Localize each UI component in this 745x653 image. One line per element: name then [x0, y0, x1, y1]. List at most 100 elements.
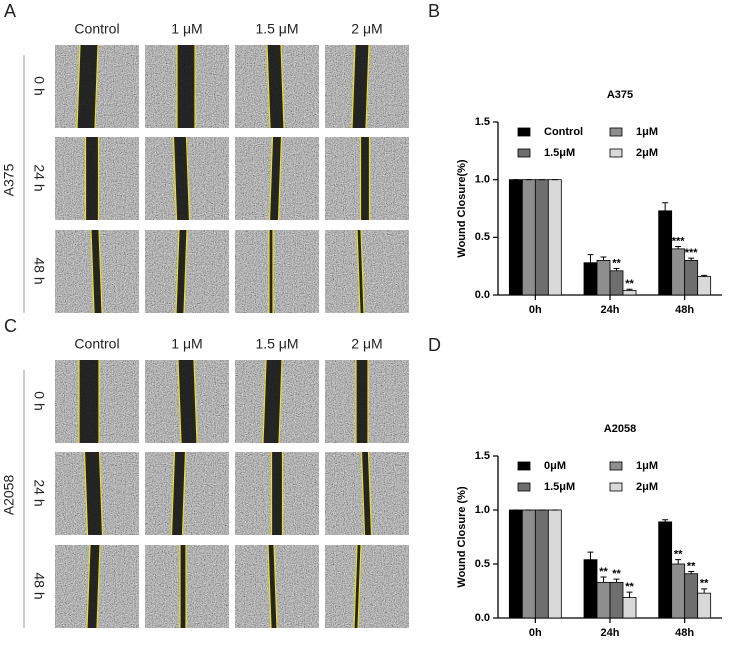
- legend-swatch: [609, 482, 623, 492]
- legend-swatch: [517, 148, 531, 158]
- significance-mark: **: [674, 549, 683, 561]
- wound-edge: [98, 229, 103, 314]
- error-bar: [675, 246, 682, 249]
- wound-edge: [177, 359, 182, 444]
- y-tick-label: 1.0: [475, 174, 490, 186]
- error-bar: [688, 571, 695, 574]
- wound-edge: [280, 44, 285, 129]
- bar: [658, 521, 673, 619]
- legend-swatch: [517, 461, 531, 471]
- wound-edge: [267, 544, 272, 629]
- wound-edge: [170, 451, 176, 536]
- wound-gap: [354, 545, 361, 628]
- significance-mark: **: [612, 257, 621, 269]
- wound-edge: [193, 359, 198, 444]
- column-label: 2 μM: [351, 21, 382, 37]
- column-label: 2 μM: [351, 336, 382, 352]
- error-bar: [613, 578, 620, 583]
- wound-edge: [181, 451, 187, 536]
- y-tick-label: 1.0: [475, 504, 490, 516]
- error-bar: [587, 551, 594, 560]
- bar: [671, 563, 686, 619]
- wound-gap: [84, 452, 103, 535]
- error-bar: [675, 559, 682, 564]
- error-bar: [688, 257, 695, 261]
- wound-gap: [267, 45, 284, 128]
- bar: [596, 259, 611, 296]
- bar: [508, 179, 523, 296]
- micrograph: [325, 545, 409, 628]
- wound-edge: [277, 136, 283, 221]
- significance-mark: **: [687, 560, 696, 572]
- wound-edge: [76, 44, 81, 129]
- bar: [583, 262, 598, 296]
- bar: [521, 179, 536, 296]
- y-tick-label: 0.0: [475, 612, 490, 624]
- wound-gap: [352, 45, 369, 128]
- bar: [609, 581, 624, 619]
- legend-label: 1.5μM: [544, 147, 575, 159]
- bar: [534, 179, 549, 296]
- wound-gap: [180, 545, 186, 628]
- legend-label: 1μM: [636, 126, 658, 138]
- wound-edge: [175, 229, 180, 314]
- x-tick-label: 48h: [675, 304, 694, 316]
- wound-gap: [271, 452, 283, 535]
- micrograph: [145, 545, 229, 628]
- row-label: 48 h: [31, 572, 47, 599]
- y-tick-label: 0.0: [475, 289, 490, 301]
- wound-edge: [94, 44, 99, 129]
- panel-label: A: [4, 1, 16, 21]
- significance-mark: **: [599, 566, 608, 578]
- wound-edge: [278, 359, 283, 444]
- wound-edge: [351, 44, 356, 129]
- bar: [508, 509, 523, 619]
- wound-edge: [96, 544, 101, 629]
- bar: [671, 248, 686, 296]
- wound-edge: [360, 451, 366, 536]
- wound-gap: [171, 452, 186, 535]
- wound-gap: [79, 360, 99, 443]
- wound-gap: [357, 230, 364, 313]
- wound-gap: [85, 137, 99, 220]
- wound-gap: [77, 45, 98, 128]
- wound-edge: [266, 44, 271, 129]
- wound-edge: [360, 229, 365, 314]
- x-tick-label: 48h: [675, 627, 694, 639]
- x-tick-label: 0h: [529, 627, 542, 639]
- chart-title: A375: [607, 89, 633, 101]
- wound-edge: [367, 451, 373, 536]
- wound-edge: [365, 44, 370, 129]
- wound-gap: [269, 137, 282, 220]
- wound-edge: [83, 451, 89, 536]
- cell-line-label: A375: [1, 163, 17, 196]
- significance-mark: ***: [672, 235, 686, 247]
- bar: [684, 259, 699, 296]
- wound-gap: [263, 360, 282, 443]
- y-axis-label: Wound Closure (%): [456, 486, 468, 588]
- legend-label: 1μM: [636, 460, 658, 472]
- y-tick-label: 1.5: [475, 450, 490, 462]
- legend-label: 0μM: [544, 460, 566, 472]
- legend-swatch: [609, 461, 623, 471]
- wound-edge: [90, 229, 95, 314]
- wound-edge: [353, 544, 358, 629]
- wound-edge: [98, 451, 104, 536]
- wound-gap: [178, 360, 197, 443]
- bar: [547, 509, 562, 619]
- bar: [622, 289, 637, 296]
- bar: [684, 573, 699, 619]
- chart-title: A2058: [604, 423, 636, 435]
- error-bar: [701, 274, 708, 277]
- legend-swatch: [517, 127, 531, 137]
- column-label: Control: [74, 336, 119, 352]
- micrograph: [235, 230, 319, 313]
- error-bar: [600, 576, 607, 583]
- panel-label: B: [428, 1, 440, 21]
- error-bar: [600, 256, 607, 261]
- legend-swatch: [517, 482, 531, 492]
- wound-edge: [172, 136, 178, 221]
- legend-swatch: [609, 148, 623, 158]
